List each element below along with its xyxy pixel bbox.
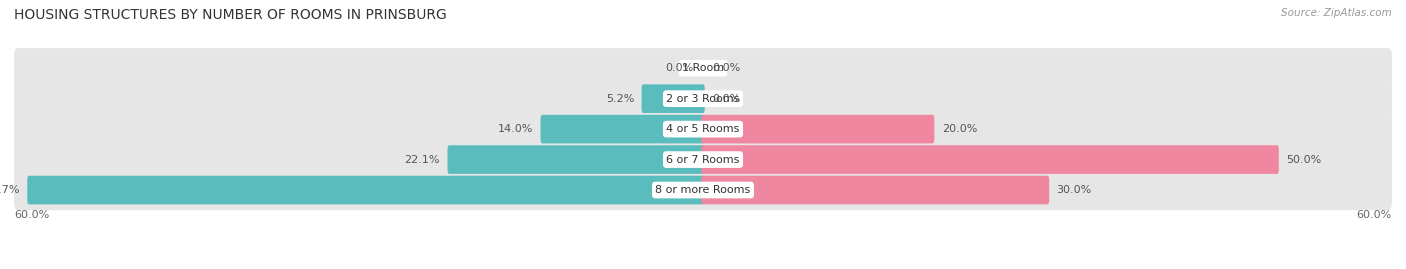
Text: 8 or more Rooms: 8 or more Rooms <box>655 185 751 195</box>
Text: 6 or 7 Rooms: 6 or 7 Rooms <box>666 155 740 165</box>
Text: 22.1%: 22.1% <box>405 155 440 165</box>
Text: 5.2%: 5.2% <box>606 94 634 104</box>
Text: 2 or 3 Rooms: 2 or 3 Rooms <box>666 94 740 104</box>
FancyBboxPatch shape <box>14 139 1392 180</box>
Text: HOUSING STRUCTURES BY NUMBER OF ROOMS IN PRINSBURG: HOUSING STRUCTURES BY NUMBER OF ROOMS IN… <box>14 8 447 22</box>
FancyBboxPatch shape <box>14 170 1392 210</box>
Text: 0.0%: 0.0% <box>713 63 741 73</box>
Text: 60.0%: 60.0% <box>14 210 49 220</box>
FancyBboxPatch shape <box>702 145 1279 174</box>
FancyBboxPatch shape <box>14 48 1392 88</box>
FancyBboxPatch shape <box>14 79 1392 119</box>
Text: 4 or 5 Rooms: 4 or 5 Rooms <box>666 124 740 134</box>
FancyBboxPatch shape <box>641 84 704 113</box>
Text: 30.0%: 30.0% <box>1057 185 1092 195</box>
Text: Source: ZipAtlas.com: Source: ZipAtlas.com <box>1281 8 1392 18</box>
FancyBboxPatch shape <box>702 176 1049 204</box>
FancyBboxPatch shape <box>702 115 935 143</box>
FancyBboxPatch shape <box>14 109 1392 149</box>
FancyBboxPatch shape <box>540 115 704 143</box>
FancyBboxPatch shape <box>447 145 704 174</box>
Text: 14.0%: 14.0% <box>498 124 533 134</box>
Text: 58.7%: 58.7% <box>0 185 20 195</box>
FancyBboxPatch shape <box>27 176 704 204</box>
Text: 0.0%: 0.0% <box>665 63 693 73</box>
Text: 50.0%: 50.0% <box>1286 155 1322 165</box>
Text: 20.0%: 20.0% <box>942 124 977 134</box>
Text: 1 Room: 1 Room <box>682 63 724 73</box>
Text: 0.0%: 0.0% <box>713 94 741 104</box>
Text: 60.0%: 60.0% <box>1357 210 1392 220</box>
